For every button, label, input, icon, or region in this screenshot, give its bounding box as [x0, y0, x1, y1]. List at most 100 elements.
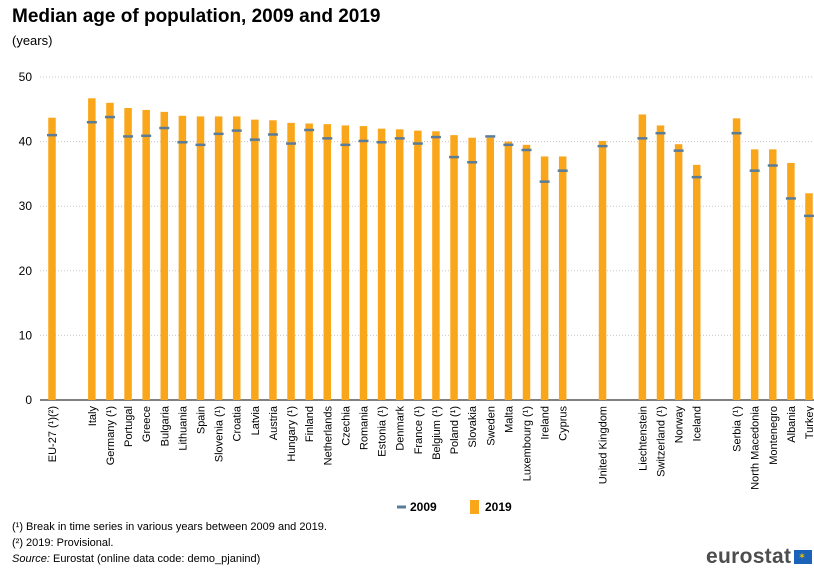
bar-2019 [269, 120, 277, 401]
marker-2009 [358, 139, 369, 143]
x-tick-label: Poland (¹) [449, 406, 461, 454]
x-tick-label: Latvia [250, 405, 262, 435]
x-tick-label: Croatia [232, 405, 244, 441]
x-tick-label: Norway [674, 406, 686, 444]
y-tick-label: 40 [19, 135, 33, 149]
marker-2009 [286, 142, 297, 145]
bar-2019 [48, 117, 56, 400]
x-tick-label: Italy [87, 406, 99, 427]
bar-2019 [504, 141, 513, 400]
x-tick-label: Cyprus [558, 406, 570, 441]
bar-2019 [750, 149, 759, 400]
bar-2019 [468, 137, 476, 400]
x-tick-label: Liechtenstein [637, 406, 649, 471]
marker-2009 [673, 149, 684, 152]
eurostat-logo: eurostat [706, 545, 813, 569]
bar-2019 [805, 193, 813, 400]
marker-2009 [141, 134, 152, 138]
x-tick-label: Germany (¹) [105, 406, 117, 465]
marker-2009 [430, 135, 441, 139]
marker-2009 [503, 143, 514, 147]
bar-2019 [558, 156, 567, 400]
bar-2019 [656, 125, 665, 400]
bar-2019 [638, 114, 647, 400]
marker-2009 [557, 169, 568, 172]
y-tick-label: 30 [19, 199, 33, 213]
marker-2009 [394, 137, 405, 140]
x-tick-label: Bulgaria [159, 405, 171, 446]
marker-2009 [213, 132, 224, 136]
source-label: Source: [12, 553, 50, 565]
footnote-provisional: (²) 2019: Provisional. [12, 537, 114, 549]
bar-2019 [341, 125, 350, 400]
y-tick-label: 0 [25, 393, 32, 407]
legend-label-2009: 2009 [410, 500, 437, 514]
y-tick-label: 50 [19, 70, 33, 84]
x-tick-label: Slovakia [467, 405, 479, 447]
x-tick-label: Greece [141, 406, 153, 442]
x-tick-label: Netherlands [322, 406, 334, 466]
marker-2009 [123, 135, 134, 138]
x-tick-label: Estonia (¹) [377, 406, 389, 457]
bar-2019 [359, 126, 368, 400]
marker-2009 [86, 120, 97, 124]
x-tick-label: France (¹) [413, 406, 425, 454]
x-tick-label: Finland [304, 406, 316, 442]
marker-2009 [539, 180, 550, 183]
chart-title: Median age of population, 2009 and 2019 [12, 6, 381, 27]
x-tick-label: Iceland [692, 406, 704, 441]
x-tick-label: Luxembourg (¹) [521, 406, 533, 481]
x-tick-label: Belgium (¹) [431, 406, 443, 460]
bar-2019 [377, 128, 386, 400]
x-tick-label: Spain [196, 406, 208, 434]
bar-2019 [692, 164, 701, 400]
marker-2009 [449, 155, 460, 159]
x-tick-label: United Kingdom [598, 406, 610, 484]
bar-2019 [395, 129, 404, 401]
bar-2019 [732, 118, 741, 401]
bar-2019 [522, 144, 531, 400]
median-age-bar-chart: 0 10 20 30 40 50 EU-27 (¹)(²) Italy Germany (¹) P… [19, 70, 814, 514]
bar-2019 [124, 108, 132, 401]
y-tick-label: 20 [19, 264, 33, 278]
marker-2009 [195, 143, 206, 147]
bar-2019 [540, 156, 549, 400]
marker-2009 [767, 164, 778, 167]
marker-2009 [785, 197, 796, 200]
x-tick-label: Hungary (¹) [286, 406, 298, 462]
bar-2019 [787, 162, 795, 400]
marker-2009 [467, 161, 478, 164]
bar-2019 [160, 111, 169, 400]
marker-2009 [322, 137, 333, 140]
y-tick-label: 10 [19, 328, 33, 342]
x-tick-label: Czechia [340, 405, 352, 446]
x-tick-label: Montenegro [768, 406, 780, 465]
bar-2019 [450, 135, 458, 400]
x-tick-label: Lithuania [177, 405, 189, 451]
marker-2009 [104, 115, 115, 119]
bar-2019 [323, 124, 332, 401]
marker-2009 [267, 133, 278, 136]
bar-2019 [674, 144, 683, 400]
marker-2009 [231, 129, 242, 132]
bar-2019 [598, 140, 607, 401]
marker-2009 [177, 140, 188, 144]
x-tick-label: Albania [786, 405, 798, 443]
bar-2019 [432, 131, 440, 401]
marker-2009 [47, 133, 57, 137]
eu-flag-icon [794, 550, 813, 564]
marker-2009 [249, 138, 260, 141]
bar-2019 [414, 130, 422, 401]
x-tick-label: Sweden [485, 406, 497, 446]
marker-2009 [655, 131, 666, 135]
footnote-break-in-series: (¹) Break in time series in various year… [12, 521, 327, 533]
marker-2009 [521, 148, 532, 152]
marker-2009 [804, 214, 814, 218]
marker-2009 [749, 169, 760, 172]
bar-2019 [196, 116, 205, 400]
x-tick-label: Slovenia (¹) [214, 406, 226, 462]
bar-2019 [142, 109, 150, 401]
marker-2009 [304, 128, 315, 132]
chart-subtitle: (years) [12, 33, 53, 48]
bar-2019 [178, 115, 187, 400]
